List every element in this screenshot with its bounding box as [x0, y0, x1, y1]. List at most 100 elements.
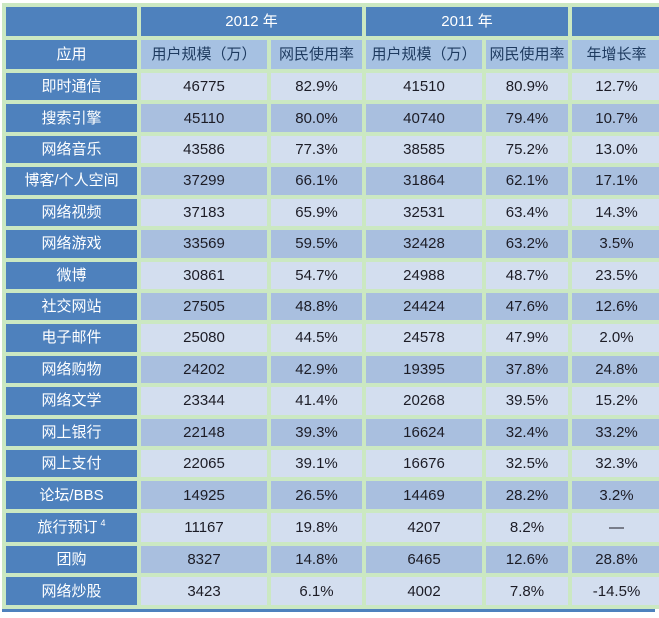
col-header-application: 应用 — [6, 40, 137, 69]
table-cell: 30861 — [141, 261, 267, 289]
column-header-row: 应用 用户规模（万） 网民使用率 用户规模（万） 网民使用率 年增长率 — [6, 40, 659, 69]
table-cell: 19395 — [366, 355, 483, 384]
table-row: 网络购物 24202 42.9% 19395 37.8% 24.8% — [6, 355, 659, 384]
table-cell: 22148 — [141, 418, 267, 447]
table-cell: 3.2% — [572, 481, 659, 509]
row-label: 论坛/BBS — [6, 481, 137, 509]
corner-cell-left — [6, 7, 137, 36]
table-cell: 46775 — [141, 73, 267, 101]
table-cell: 16624 — [366, 418, 483, 447]
row-label: 电子邮件 — [6, 324, 137, 352]
table-row: 网上支付 22065 39.1% 16676 32.5% 32.3% — [6, 450, 659, 478]
table-cell: 38585 — [366, 135, 483, 164]
table-cell: 63.4% — [486, 198, 569, 227]
table-cell: 48.8% — [271, 292, 363, 321]
table-cell: 14.3% — [572, 198, 659, 227]
table-cell: 3423 — [141, 577, 267, 605]
table-cell: 65.9% — [271, 198, 363, 227]
table-bottom-border-line — [2, 609, 655, 612]
table-cell: 17.1% — [572, 167, 659, 195]
table-cell: 33.2% — [572, 418, 659, 447]
table-cell: 7.8% — [486, 577, 569, 605]
table-cell: 24988 — [366, 261, 483, 289]
table-cell: 6.1% — [271, 577, 363, 605]
table-row: 旅行预订 4 11167 19.8% 4207 8.2% — — [6, 512, 659, 542]
applications-usage-table: 2012 年 2011 年 应用 用户规模（万） 网民使用率 用户规模（万） 网… — [2, 3, 659, 609]
table-row: 网络音乐 43586 77.3% 38585 75.2% 13.0% — [6, 135, 659, 164]
row-label: 旅行预订 4 — [6, 512, 137, 542]
row-label: 网络炒股 — [6, 577, 137, 605]
table-cell: 32531 — [366, 198, 483, 227]
table-cell: 48.7% — [486, 261, 569, 289]
table-cell: 66.1% — [271, 167, 363, 195]
table-cell: 63.2% — [486, 230, 569, 258]
table-cell: 2.0% — [572, 324, 659, 352]
table-row: 网络文学 23344 41.4% 20268 39.5% 15.2% — [6, 387, 659, 415]
table-row: 博客/个人空间 37299 66.1% 31864 62.1% 17.1% — [6, 167, 659, 195]
table-cell: 62.1% — [486, 167, 569, 195]
table-row: 团购 8327 14.8% 6465 12.6% 28.8% — [6, 545, 659, 574]
table-cell: 14.8% — [271, 545, 363, 574]
row-label: 微博 — [6, 261, 137, 289]
year-2011-header: 2011 年 — [366, 7, 569, 36]
table-row: 微博 30861 54.7% 24988 48.7% 23.5% — [6, 261, 659, 289]
row-label: 团购 — [6, 545, 137, 574]
table-cell: 24578 — [366, 324, 483, 352]
table-cell: 13.0% — [572, 135, 659, 164]
table-cell: 80.0% — [271, 104, 363, 132]
col-header-users-2012: 用户规模（万） — [141, 40, 267, 69]
table-cell: 28.8% — [572, 545, 659, 574]
table-cell: 6465 — [366, 545, 483, 574]
table-cell: 16676 — [366, 450, 483, 478]
table-cell: 24202 — [141, 355, 267, 384]
table-cell: -14.5% — [572, 577, 659, 605]
table-cell: 33569 — [141, 230, 267, 258]
table-cell: 43586 — [141, 135, 267, 164]
table-cell: 19.8% — [271, 512, 363, 542]
table-cell: 23.5% — [572, 261, 659, 289]
table-cell: 32428 — [366, 230, 483, 258]
table-cell: 41510 — [366, 73, 483, 101]
table-cell: 37183 — [141, 198, 267, 227]
table-row: 网上银行 22148 39.3% 16624 32.4% 33.2% — [6, 418, 659, 447]
table-row: 论坛/BBS 14925 26.5% 14469 28.2% 3.2% — [6, 481, 659, 509]
table-cell: 14469 — [366, 481, 483, 509]
table-cell: 79.4% — [486, 104, 569, 132]
table-row: 即时通信 46775 82.9% 41510 80.9% 12.7% — [6, 73, 659, 101]
table-body: 即时通信 46775 82.9% 41510 80.9% 12.7% 搜索引擎 45110 80… — [6, 73, 659, 605]
table-cell: 10.7% — [572, 104, 659, 132]
row-label: 社交网站 — [6, 292, 137, 321]
col-header-users-2011: 用户规模（万） — [366, 40, 483, 69]
table-cell: 20268 — [366, 387, 483, 415]
table-row: 社交网站 27505 48.8% 24424 47.6% 12.6% — [6, 292, 659, 321]
table-cell: 4002 — [366, 577, 483, 605]
table-cell: 41.4% — [271, 387, 363, 415]
table-cell: 14925 — [141, 481, 267, 509]
col-header-annual-growth: 年增长率 — [572, 40, 659, 69]
table-cell: 47.9% — [486, 324, 569, 352]
row-label: 网上支付 — [6, 450, 137, 478]
table-cell: 12.6% — [572, 292, 659, 321]
row-label: 网络音乐 — [6, 135, 137, 164]
table-cell: 27505 — [141, 292, 267, 321]
table-cell: 32.3% — [572, 450, 659, 478]
row-label-superscript: 4 — [100, 518, 106, 529]
table-cell: 37299 — [141, 167, 267, 195]
table-cell: 37.8% — [486, 355, 569, 384]
table-cell: 12.7% — [572, 73, 659, 101]
year-2012-header: 2012 年 — [141, 7, 363, 36]
row-label: 搜索引擎 — [6, 104, 137, 132]
col-header-rate-2011: 网民使用率 — [486, 40, 569, 69]
table-row: 网络游戏 33569 59.5% 32428 63.2% 3.5% — [6, 230, 659, 258]
table-cell: 80.9% — [486, 73, 569, 101]
table-cell: 11167 — [141, 512, 267, 542]
table-cell: 24424 — [366, 292, 483, 321]
table-cell: 3.5% — [572, 230, 659, 258]
table-cell: 39.5% — [486, 387, 569, 415]
row-label: 网络文学 — [6, 387, 137, 415]
table-cell: 75.2% — [486, 135, 569, 164]
table-cell: 40740 — [366, 104, 483, 132]
table-cell: 23344 — [141, 387, 267, 415]
table-row: 电子邮件 25080 44.5% 24578 47.9% 2.0% — [6, 324, 659, 352]
table-cell: 59.5% — [271, 230, 363, 258]
